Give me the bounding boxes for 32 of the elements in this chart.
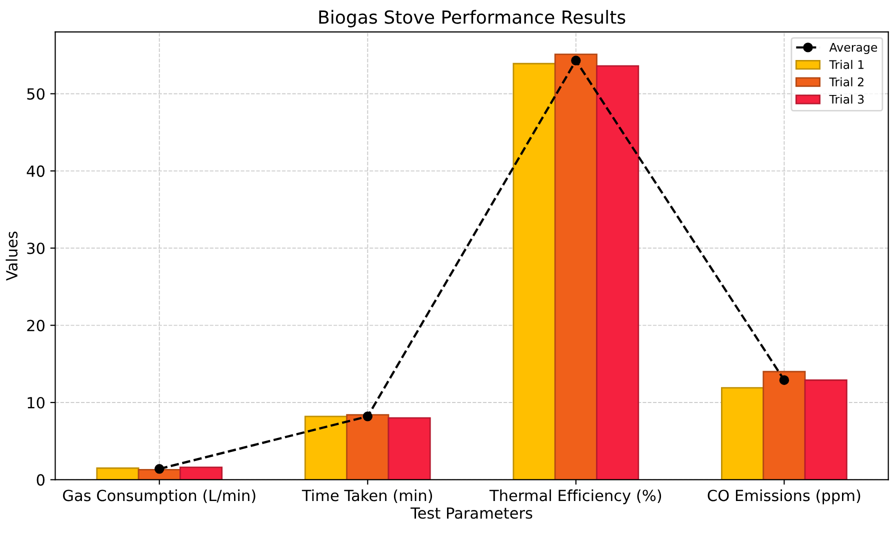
x-tick-label: Time Taken (min)	[302, 489, 432, 504]
y-axis-title: Values	[6, 232, 18, 281]
bar	[180, 466, 223, 480]
bar	[304, 416, 348, 480]
legend-label: Trial 1	[829, 60, 864, 70]
x-tick-label: Gas Consumption (L/min)	[63, 489, 256, 504]
legend-label: Average	[829, 42, 878, 54]
y-tick-label: 10	[28, 396, 45, 409]
y-tick-label: 50	[27, 88, 45, 100]
y-tick-label: 30	[27, 242, 45, 254]
bar	[804, 379, 848, 480]
point	[362, 412, 373, 422]
bar	[512, 62, 556, 480]
y-tick-label: 20	[27, 320, 45, 332]
legend-label: Trial 2	[829, 77, 864, 86]
point	[779, 375, 790, 385]
bar	[388, 417, 431, 480]
chart-title: Biogas Stove Performance Results	[319, 10, 626, 28]
bar	[96, 467, 140, 480]
bar	[346, 414, 390, 480]
legend-label: Trial 3	[829, 94, 864, 104]
bar	[762, 370, 806, 480]
x-axis-title: Test Parameters	[410, 507, 532, 519]
y-tick-label: 0	[36, 474, 45, 486]
point	[154, 464, 164, 474]
point	[571, 56, 581, 66]
bar	[554, 54, 598, 480]
x-tick-label: Thermal Efficiency (%)	[489, 489, 662, 504]
bar	[721, 387, 764, 480]
bar	[596, 65, 640, 480]
y-tick-label: 40	[26, 165, 45, 177]
x-tick-label: CO Emissions (ppm)	[708, 489, 860, 504]
